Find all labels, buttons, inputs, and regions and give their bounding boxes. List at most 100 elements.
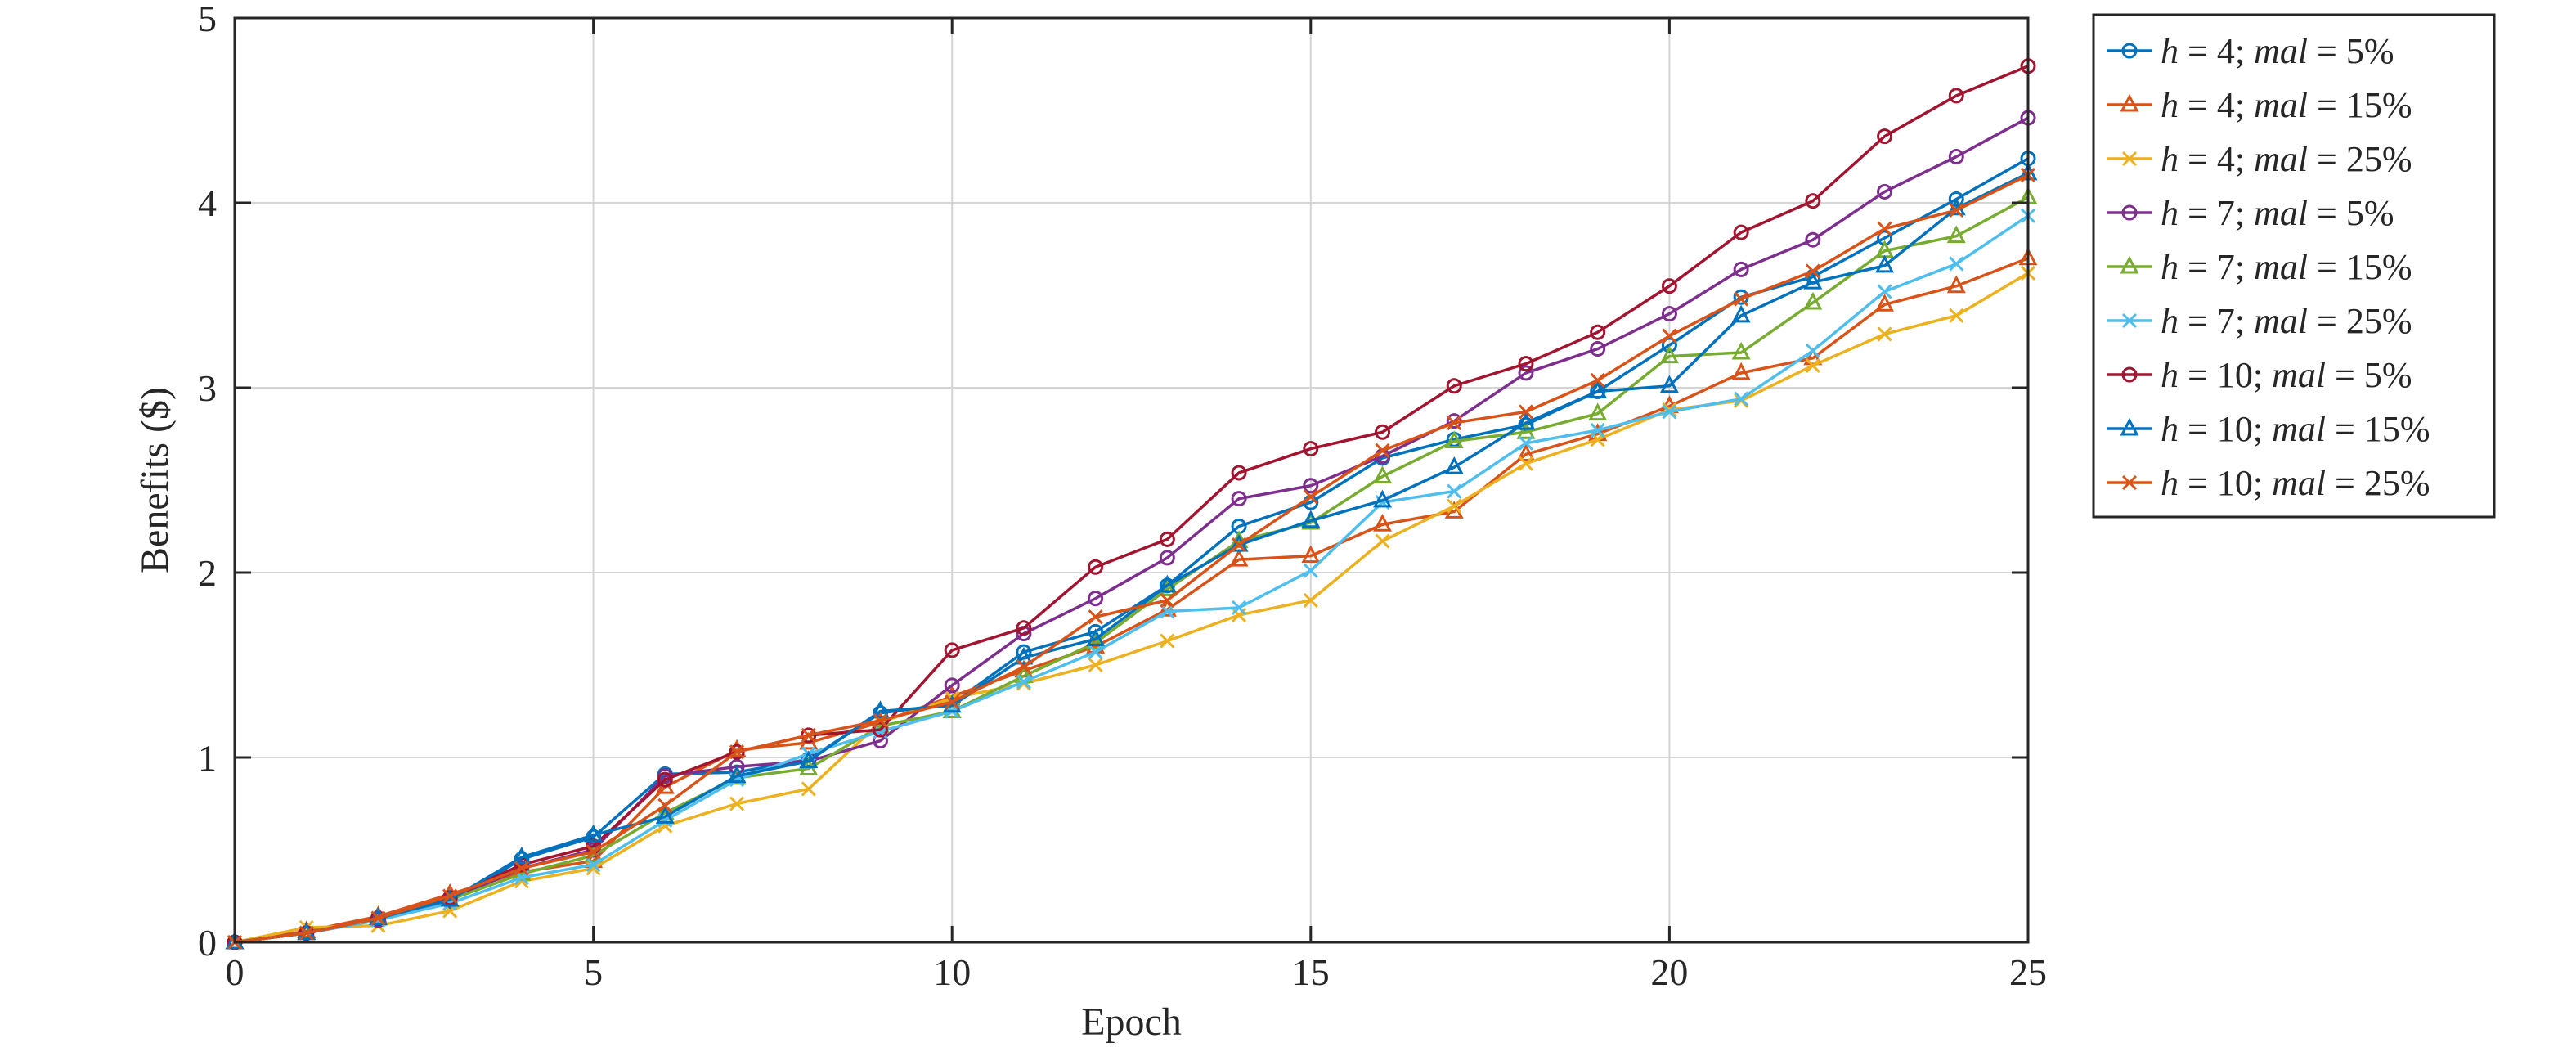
x-marker bbox=[1232, 600, 1247, 616]
series-group bbox=[225, 58, 2038, 950]
triangle-marker bbox=[1875, 294, 1895, 312]
triangle-marker bbox=[2120, 417, 2139, 436]
circle-marker bbox=[729, 758, 745, 775]
triangle-marker bbox=[1086, 631, 1106, 650]
x-marker bbox=[1303, 592, 1318, 608]
circle-marker bbox=[1590, 341, 1606, 357]
x-tick-label: 5 bbox=[584, 951, 603, 993]
legend: h = 4; mal = 5% h = 4; mal = 15% h = 4; ma… bbox=[2092, 13, 2496, 519]
x-marker bbox=[298, 925, 314, 941]
circle-marker bbox=[1518, 356, 1534, 372]
circle-marker bbox=[1518, 365, 1534, 381]
legend-label: h = 4; mal = 25% bbox=[2161, 139, 2412, 179]
x-marker bbox=[2121, 151, 2138, 167]
triangle-marker bbox=[727, 765, 747, 784]
circle-marker bbox=[657, 771, 673, 788]
legend-item: h = 4; mal = 15% bbox=[2107, 85, 2412, 125]
x-marker bbox=[1590, 372, 1605, 389]
triangle-marker bbox=[655, 806, 675, 824]
plot-frame bbox=[233, 16, 2030, 944]
triangle-marker bbox=[1731, 341, 1751, 360]
legend-label: h = 4; mal = 15% bbox=[2161, 85, 2412, 125]
legend-label: h = 10; mal = 25% bbox=[2161, 463, 2430, 503]
series-line bbox=[234, 116, 2029, 944]
triangle-marker bbox=[1946, 225, 1966, 244]
x-marker bbox=[2121, 312, 2138, 329]
x-marker bbox=[1447, 483, 1462, 499]
y-tick-label: 2 bbox=[198, 552, 217, 594]
circle-marker bbox=[1590, 324, 1606, 340]
x-marker bbox=[1160, 633, 1175, 649]
triangle-marker bbox=[1516, 411, 1536, 430]
triangle-marker bbox=[1301, 510, 1321, 528]
circle-marker bbox=[944, 642, 960, 658]
series-9 bbox=[227, 168, 2036, 950]
triangle-marker bbox=[1014, 646, 1034, 665]
circle-marker bbox=[1088, 591, 1104, 607]
legend-item: h = 7; mal = 25% bbox=[2107, 301, 2412, 341]
x-tick-label: 20 bbox=[1650, 951, 1688, 993]
triangle-marker bbox=[870, 700, 890, 718]
series-8 bbox=[225, 162, 2038, 950]
x-marker bbox=[1303, 489, 1318, 505]
circle-marker bbox=[872, 733, 888, 749]
circle-marker bbox=[1661, 278, 1677, 294]
series-7 bbox=[227, 58, 2036, 950]
x-marker bbox=[1805, 263, 1820, 279]
x-marker bbox=[1877, 326, 1892, 342]
series-line bbox=[234, 173, 2029, 944]
legend-item: h = 10; mal = 5% bbox=[2107, 355, 2412, 395]
circle-marker bbox=[1948, 191, 1964, 207]
x-marker bbox=[1303, 563, 1318, 578]
series-line bbox=[234, 157, 2029, 944]
triangle-marker bbox=[1373, 465, 1393, 483]
circle-marker bbox=[1159, 550, 1175, 566]
series-line bbox=[234, 172, 2029, 944]
triangle-marker bbox=[1731, 304, 1751, 323]
legend-box bbox=[2092, 13, 2496, 519]
circle-marker bbox=[1016, 620, 1032, 636]
legend-label: h = 10; mal = 5% bbox=[2161, 355, 2412, 395]
legend-item: h = 7; mal = 5% bbox=[2107, 193, 2394, 233]
x-marker bbox=[801, 727, 816, 743]
x-marker bbox=[370, 910, 386, 926]
y-tick-label: 0 bbox=[198, 922, 217, 964]
series-2 bbox=[225, 247, 2038, 950]
x-marker bbox=[1877, 284, 1892, 299]
x-tick-label: 15 bbox=[1292, 951, 1330, 993]
circle-marker bbox=[1733, 261, 1749, 277]
triangle-marker bbox=[799, 750, 819, 769]
x-marker bbox=[1734, 391, 1749, 407]
x-tick-label: 10 bbox=[933, 951, 971, 993]
x-marker bbox=[1949, 308, 1964, 323]
legend-label: h = 7; mal = 15% bbox=[2161, 247, 2412, 287]
grid bbox=[235, 18, 2028, 942]
triangle-marker bbox=[1659, 345, 1679, 364]
x-marker bbox=[1088, 645, 1103, 660]
triangle-marker bbox=[1731, 362, 1751, 380]
circle-marker bbox=[1159, 531, 1175, 547]
triangle-marker bbox=[1086, 628, 1106, 646]
series-line bbox=[234, 65, 2029, 944]
x-marker bbox=[1518, 456, 1534, 471]
triangle-marker bbox=[1301, 545, 1321, 564]
triangle-marker bbox=[2120, 93, 2139, 112]
circle-marker bbox=[1375, 424, 1391, 440]
legend-item: h = 10; mal = 15% bbox=[2107, 409, 2430, 449]
x-marker bbox=[1016, 674, 1031, 690]
x-axis-title: Epoch bbox=[1081, 1000, 1182, 1044]
triangle-marker bbox=[1373, 514, 1393, 532]
legend-item: h = 4; mal = 25% bbox=[2107, 139, 2412, 179]
x-marker bbox=[1088, 657, 1103, 673]
circle-marker bbox=[1948, 149, 1964, 164]
triangle-marker bbox=[1803, 271, 1823, 290]
triangle-marker bbox=[584, 824, 604, 843]
x-marker bbox=[1447, 415, 1462, 431]
x-marker bbox=[1662, 404, 1677, 420]
legend-item: h = 4; mal = 5% bbox=[2107, 31, 2394, 71]
circle-marker bbox=[1446, 378, 1462, 394]
legend-label: h = 10; mal = 15% bbox=[2161, 409, 2430, 449]
triangle-marker bbox=[1157, 574, 1177, 593]
x-marker bbox=[586, 844, 601, 860]
series-4 bbox=[227, 110, 2036, 950]
